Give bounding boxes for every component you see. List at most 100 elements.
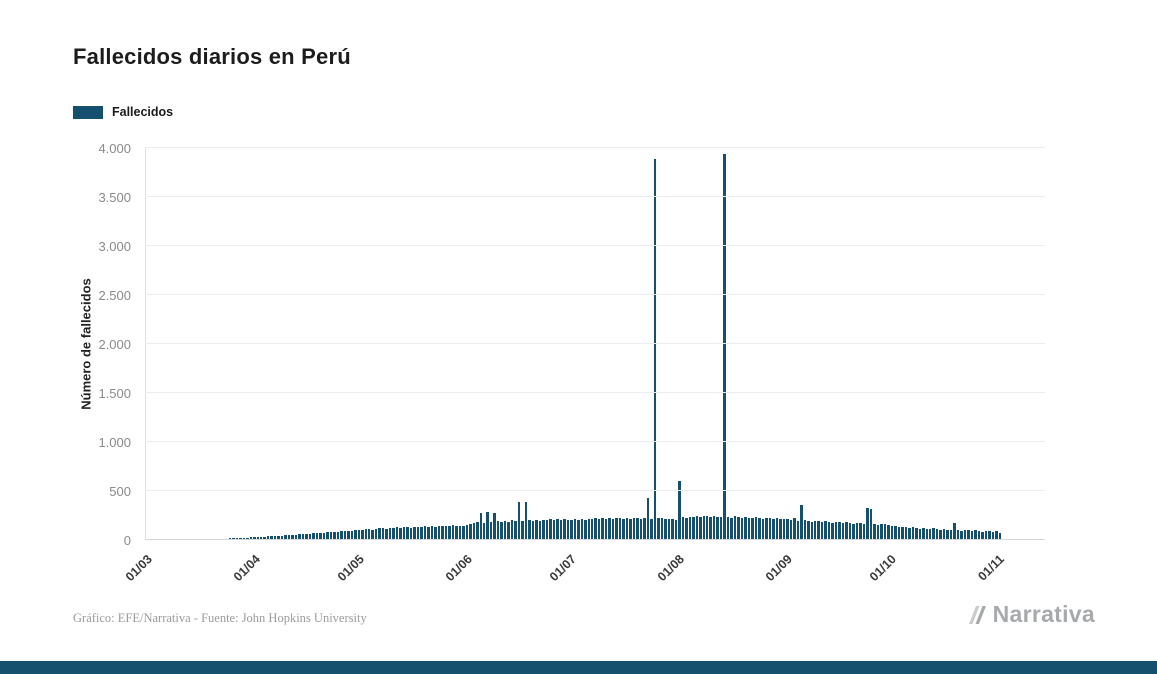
bar	[880, 523, 883, 539]
bar	[476, 522, 479, 539]
bar	[319, 532, 322, 539]
bar	[552, 520, 556, 539]
bar	[611, 518, 615, 539]
bar	[399, 528, 402, 539]
bar	[925, 528, 928, 539]
y-tick-label: 2.500	[98, 288, 131, 303]
bar	[465, 524, 469, 539]
bar	[960, 530, 963, 539]
bar	[702, 515, 705, 539]
bar	[263, 536, 266, 539]
bar	[719, 517, 723, 539]
bar	[482, 522, 486, 539]
bar	[559, 519, 563, 539]
bar	[444, 525, 448, 539]
bar	[402, 527, 406, 539]
bar	[239, 537, 242, 539]
bar	[674, 519, 678, 539]
bar	[671, 519, 674, 539]
bar	[472, 523, 476, 539]
bar	[824, 521, 827, 539]
bar	[775, 517, 779, 539]
bar	[977, 531, 981, 539]
gridline	[145, 147, 1045, 148]
bar	[768, 518, 772, 539]
bar	[514, 521, 517, 539]
bar	[639, 518, 643, 539]
footer-credit: Gráfico: EFE/Narrativa - Fuente: John Ho…	[73, 611, 367, 625]
bar	[932, 528, 935, 539]
bar	[869, 508, 873, 539]
bar	[761, 518, 765, 539]
bar	[636, 518, 639, 539]
bar	[535, 519, 538, 539]
bar	[430, 526, 434, 539]
bar	[326, 532, 329, 539]
page-title: Fallecidos diarios en Perú	[73, 44, 351, 69]
bar	[876, 524, 880, 539]
bar	[904, 527, 908, 539]
bar	[510, 520, 514, 539]
bar	[782, 519, 786, 539]
bar	[441, 526, 444, 539]
bar	[232, 538, 235, 539]
x-tick-label: 01/07	[546, 552, 579, 585]
bar	[448, 526, 451, 539]
bar	[423, 526, 427, 539]
bar	[469, 523, 472, 539]
bar	[333, 531, 336, 539]
bar	[726, 516, 730, 539]
x-tick-label: 01/04	[230, 552, 263, 585]
bar	[322, 532, 326, 539]
bar	[437, 525, 441, 539]
bar	[632, 517, 636, 539]
bar	[493, 512, 496, 539]
x-tick-label: 01/06	[442, 552, 475, 585]
y-tick-label: 4.000	[98, 141, 131, 156]
bar	[908, 528, 911, 539]
bar	[266, 536, 270, 539]
bar	[643, 518, 646, 539]
bar	[793, 518, 796, 539]
bar	[280, 535, 284, 539]
bar	[573, 519, 577, 539]
bar	[434, 526, 437, 539]
bar	[709, 516, 712, 539]
bar	[695, 516, 699, 539]
bar	[618, 518, 622, 539]
bar	[584, 519, 587, 539]
bar	[803, 520, 807, 539]
bar	[625, 518, 629, 539]
bar	[601, 518, 604, 539]
bar	[814, 520, 817, 539]
bar	[343, 531, 347, 539]
narrativa-logo: Narrativa	[965, 601, 1095, 628]
bar	[347, 530, 350, 539]
y-axis-line	[145, 148, 146, 540]
bar	[381, 528, 385, 539]
bar	[458, 526, 462, 539]
bar	[489, 521, 493, 539]
gridline	[145, 245, 1045, 246]
gridline	[145, 294, 1045, 295]
bar	[716, 516, 719, 539]
bar	[587, 518, 590, 539]
bar	[340, 531, 343, 539]
bar	[653, 158, 657, 539]
bar	[988, 531, 991, 539]
bar	[705, 516, 709, 539]
bar	[838, 522, 841, 539]
bar	[733, 516, 737, 539]
y-tick-label: 1.000	[98, 435, 131, 450]
gridline	[145, 539, 1045, 540]
gridline	[145, 490, 1045, 491]
bar	[949, 530, 953, 539]
bar	[866, 507, 869, 539]
bar	[915, 528, 918, 539]
bar	[897, 527, 901, 539]
bar	[678, 481, 681, 539]
bar	[259, 536, 263, 539]
bar	[848, 522, 852, 539]
bar	[946, 529, 949, 539]
bar	[580, 518, 584, 539]
